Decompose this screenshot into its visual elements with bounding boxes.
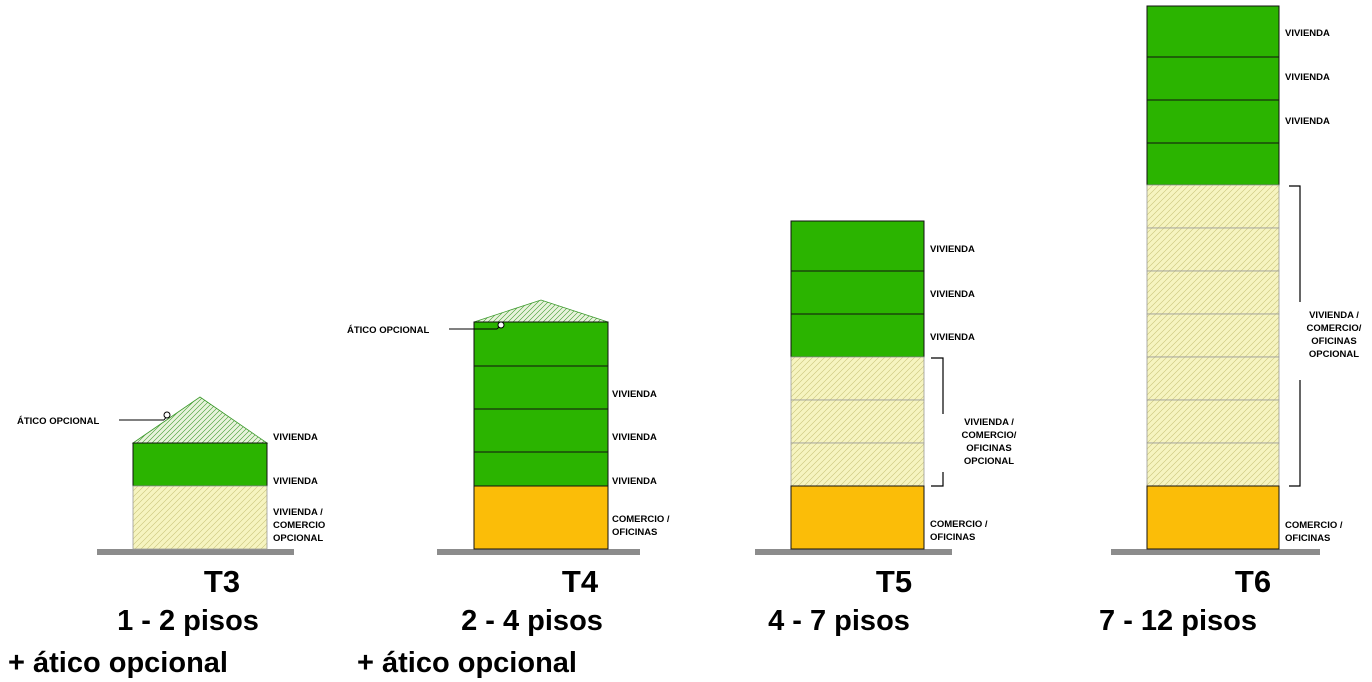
floor-label-t4-2: VIVIENDA: [612, 432, 657, 443]
floor-label-t3-2: VIVIENDA: [273, 476, 318, 487]
floor-mixed-t6-4: [1146, 313, 1280, 358]
floor-label-t5-3: VIVIENDA: [930, 332, 975, 343]
ground-line-t5: [755, 549, 952, 555]
bracket-gap-t6: [1295, 302, 1305, 380]
attic-label-t3: ÁTICO OPCIONAL: [17, 416, 100, 427]
mixed-label-t5-1: VIVIENDA /: [964, 417, 1014, 428]
floor-label-t6-2: VIVIENDA: [1285, 72, 1330, 83]
mixed-label-t6-3: OFICINAS: [1311, 336, 1356, 347]
ground-label-t3-3: OPCIONAL: [273, 533, 323, 544]
building-t4: ÁTICO OPCIONAL VIVIENDA VIVIENDA VIVIEND…: [347, 299, 670, 679]
ground-label-t4-1: COMERCIO /: [612, 514, 670, 525]
floor-vivienda-t4-3: [473, 408, 609, 453]
floor-mixed-t6-7: [1146, 442, 1280, 487]
floor-label-t4-3: VIVIENDA: [612, 476, 657, 487]
ground-line-t4: [437, 549, 640, 555]
mixed-label-t6-1: VIVIENDA /: [1309, 310, 1359, 321]
floor-mixed-t6-1: [1146, 184, 1280, 229]
floor-mixed-t5-2: [790, 399, 925, 444]
building-t3: ÁTICO OPCIONAL VIVIENDA VIVIENDA VIVIEND…: [8, 396, 325, 679]
floor-vivienda-t6-4: [1146, 142, 1280, 186]
floor-mixed-t6-5: [1146, 356, 1280, 401]
ground-label-t3-2: COMERCIO: [273, 520, 325, 531]
floor-label-t4-1: VIVIENDA: [612, 389, 657, 400]
mixed-label-t6-4: OPCIONAL: [1309, 349, 1359, 360]
floor-mixed-t5-3: [790, 442, 925, 487]
floor-label-t5-2: VIVIENDA: [930, 289, 975, 300]
type-title-t4: T4: [562, 564, 599, 599]
building-t5: VIVIENDA VIVIENDA VIVIENDA VIVIENDA / CO…: [755, 220, 1017, 637]
mixed-label-t5-2: COMERCIO/: [962, 430, 1017, 441]
mixed-label-t5-4: OPCIONAL: [964, 456, 1014, 467]
building-t6: VIVIENDA VIVIENDA VIVIENDA VIVIENDA / CO…: [1099, 5, 1362, 637]
floor-vivienda-t4-4: [473, 451, 609, 487]
floor-mixed-t5-1: [790, 356, 925, 401]
floor-commercial-t5: [790, 485, 925, 550]
attic-text-t3: + ático opcional: [8, 647, 228, 679]
floor-vivienda-t6-2: [1146, 56, 1280, 101]
floor-label-t6-3: VIVIENDA: [1285, 116, 1330, 127]
floor-vivienda-t3: [132, 442, 268, 487]
floor-commercial-t4: [473, 485, 609, 550]
attic-label-t4: ÁTICO OPCIONAL: [347, 325, 430, 336]
floor-label-t5-1: VIVIENDA: [930, 244, 975, 255]
floor-vivienda-t5-2: [790, 270, 925, 315]
floor-label-t6-1: VIVIENDA: [1285, 28, 1330, 39]
floor-mixed-t6-6: [1146, 399, 1280, 444]
floor-vivienda-t5-3: [790, 313, 925, 358]
ground-line-t3: [97, 549, 294, 555]
floors-text-t6: 7 - 12 pisos: [1099, 605, 1257, 637]
floor-commercial-t6: [1146, 485, 1280, 550]
floor-mixed-t6-2: [1146, 227, 1280, 272]
floor-mixed-t6-3: [1146, 270, 1280, 315]
floor-vivienda-t6-1: [1146, 5, 1280, 58]
floor-vivienda-t5-1: [790, 220, 925, 272]
floor-vivienda-t6-3: [1146, 99, 1280, 144]
attic-text-t4: + ático opcional: [357, 647, 577, 679]
floors-text-t3: 1 - 2 pisos: [117, 605, 259, 637]
floors-text-t4: 2 - 4 pisos: [461, 605, 603, 637]
mixed-label-t5-3: OFICINAS: [966, 443, 1011, 454]
type-title-t5: T5: [876, 564, 912, 599]
floors-text-t5: 4 - 7 pisos: [768, 605, 910, 637]
ground-line-t6: [1111, 549, 1320, 555]
ground-label-t6-2: OFICINAS: [1285, 533, 1330, 544]
ground-label-t5-2: OFICINAS: [930, 532, 975, 543]
floor-mixed-t3: [132, 485, 268, 550]
ground-label-t6-1: COMERCIO /: [1285, 520, 1343, 531]
ground-label-t5-1: COMERCIO /: [930, 519, 988, 530]
attic-t4: [473, 299, 609, 323]
ground-label-t3-1: VIVIENDA /: [273, 507, 323, 518]
mixed-label-t6-2: COMERCIO/: [1307, 323, 1362, 334]
bracket-gap-t5: [938, 414, 948, 472]
type-title-t3: T3: [204, 564, 240, 599]
type-title-t6: T6: [1235, 564, 1271, 599]
attic-marker-t4: [497, 321, 505, 329]
floor-label-t3-1: VIVIENDA: [273, 432, 318, 443]
attic-marker-t3: [163, 411, 171, 419]
floor-vivienda-t4-2: [473, 365, 609, 410]
ground-label-t4-2: OFICINAS: [612, 527, 657, 538]
